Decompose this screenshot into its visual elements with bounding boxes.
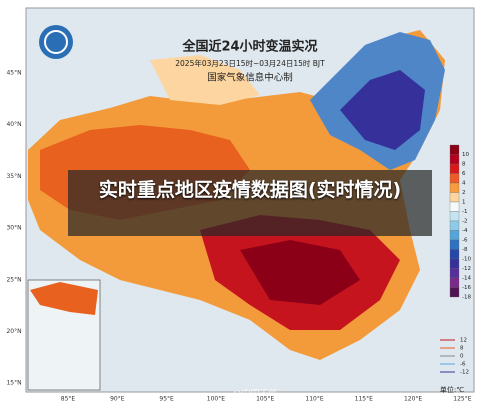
legend-swatch xyxy=(449,239,460,250)
logo xyxy=(39,25,73,59)
legend-swatch xyxy=(449,230,460,241)
isoline-label: 8 xyxy=(460,346,464,352)
legend-swatch xyxy=(449,277,460,288)
latitude-label: 25°N xyxy=(6,276,21,283)
legend-label: -14 xyxy=(462,276,471,282)
legend-label: -4 xyxy=(462,228,468,234)
legend-label: -12 xyxy=(462,266,471,272)
region-mild xyxy=(150,55,260,105)
legend-label: -8 xyxy=(462,247,468,253)
latitude-label: 20°N xyxy=(6,328,21,335)
legend-swatch xyxy=(449,249,460,260)
longitude-label: 100°E xyxy=(207,396,225,403)
isoline-label: -12 xyxy=(460,370,469,376)
legend-swatch xyxy=(449,163,460,174)
legend-swatch xyxy=(449,211,460,222)
legend-swatch xyxy=(449,258,460,269)
legend-label: -2 xyxy=(462,219,467,225)
legend-swatch xyxy=(449,201,460,212)
unit: 单位:℃ xyxy=(440,385,464,394)
longitude-label: 105°E xyxy=(256,396,274,403)
latitude-label: 15°N xyxy=(6,380,21,387)
region-hottest xyxy=(240,240,360,305)
legend-swatch xyxy=(449,182,460,193)
latitude-label: 45°N xyxy=(6,70,21,77)
longitude-label: 95°E xyxy=(159,396,174,403)
legend-label: -10 xyxy=(462,257,471,263)
isoline-label: 12 xyxy=(460,338,467,344)
inset-land xyxy=(30,282,98,315)
period: 2025年03月23日15时~03月24日15时 BJT xyxy=(175,58,325,68)
legend-label: -18 xyxy=(462,295,471,301)
latitude-label: 35°N xyxy=(6,173,21,180)
legend-swatch xyxy=(449,220,460,231)
longitude-label: 120°E xyxy=(404,396,422,403)
legend-label: 6 xyxy=(462,171,466,177)
legend-label: 2 xyxy=(462,190,466,196)
longitude-label: 125°E xyxy=(453,396,471,403)
legend-label: 4 xyxy=(462,181,466,187)
legend-swatch xyxy=(449,268,460,279)
title: 全国近24小时变温实况 xyxy=(181,39,317,55)
isoline-label: -6 xyxy=(460,362,466,368)
latitude-label: 40°N xyxy=(6,121,21,128)
legend-label: 10 xyxy=(462,152,469,158)
longitude-label: 90°E xyxy=(110,396,125,403)
legend-swatch xyxy=(449,154,460,165)
longitude-label: 110°E xyxy=(305,396,323,403)
legend-label: -6 xyxy=(462,238,468,244)
isoline-label: 0 xyxy=(460,354,464,360)
region-cold xyxy=(340,70,425,150)
legend-label: -16 xyxy=(462,285,471,291)
legend-label: -1 xyxy=(462,209,467,215)
longitude-label: 85°E xyxy=(61,396,76,403)
legend-label: 8 xyxy=(462,162,466,168)
watermark: @中国天气 xyxy=(232,388,277,400)
legend-swatch xyxy=(449,144,460,155)
legend-swatch xyxy=(449,173,460,184)
longitude-label: 115°E xyxy=(355,396,373,403)
legend-label: 1 xyxy=(462,200,466,206)
latitude-label: 30°N xyxy=(6,225,21,232)
agency: 国家气象信息中心制 xyxy=(207,72,293,84)
overlay-caption: 实时重点地区疫情数据图(实时情况) xyxy=(68,170,432,236)
legend-swatch xyxy=(449,287,460,298)
logo-ring xyxy=(44,30,68,54)
legend-swatch xyxy=(449,192,460,203)
